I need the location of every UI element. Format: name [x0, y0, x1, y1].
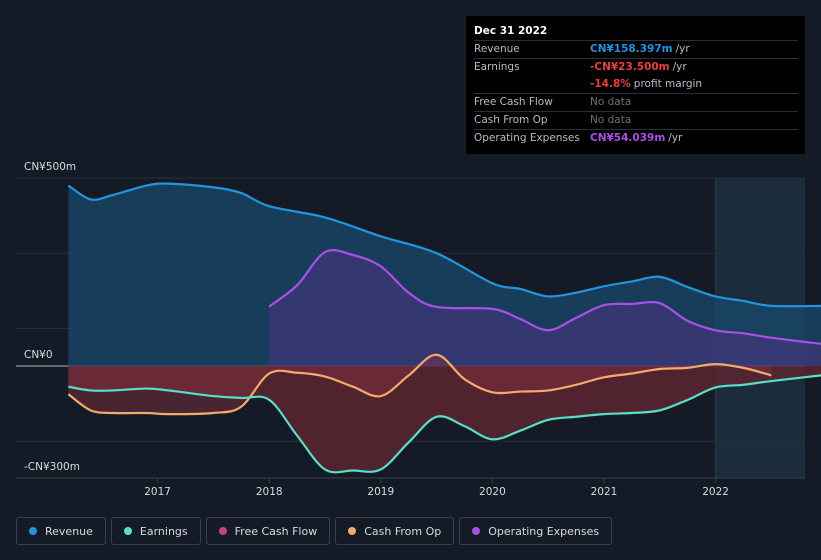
tooltip-label [474, 76, 590, 93]
chart-lines [67, 182, 821, 474]
free-cash-flow-area [68, 354, 772, 415]
tooltip-row-margin: -14.8% profit margin [474, 76, 798, 93]
x-tick-label: 2019 [367, 486, 394, 498]
data-tooltip: Dec 31 2022 Revenue CN¥158.397m /yr Earn… [466, 16, 805, 154]
legend-label: Earnings [139, 524, 188, 538]
earnings-area [68, 366, 821, 473]
tooltip-value: -CN¥23.500m [590, 61, 670, 73]
x-tick-label: 2017 [144, 486, 171, 498]
tooltip-label: Free Cash Flow [474, 96, 553, 108]
tooltip-unit: /yr [668, 132, 683, 144]
tooltip-label: Cash From Op [474, 114, 548, 126]
legend-item-earnings[interactable]: Earnings [110, 517, 201, 545]
tooltip-row-fcf: Free Cash Flow No data [474, 93, 798, 111]
y-label-top: CN¥500m [24, 161, 76, 173]
legend-item-free-cash-flow[interactable]: Free Cash Flow [205, 517, 331, 545]
tooltip-value: No data [590, 96, 632, 108]
tooltip-value: CN¥158.397m [590, 43, 673, 55]
legend-label: Revenue [45, 524, 93, 538]
tooltip-label: Revenue [474, 43, 520, 55]
legend-item-cash-from-op[interactable]: Cash From Op [335, 517, 455, 545]
cash-from-op-dot-icon [348, 527, 357, 535]
y-label-zero: CN¥0 [24, 349, 53, 361]
earnings-dot-icon [123, 527, 132, 535]
operating-expenses-dot-icon [472, 527, 481, 535]
chart-areas [68, 183, 821, 473]
legend-label: Cash From Op [364, 524, 442, 538]
tooltip-row-opex: Operating Expenses CN¥54.039m /yr [474, 129, 798, 147]
operating-expenses-line [268, 248, 821, 345]
tooltip-value: No data [590, 114, 632, 126]
cash-from-op-line [67, 353, 772, 416]
earnings-line [68, 374, 821, 474]
tooltip-label: Earnings [474, 61, 520, 73]
tooltip-row-earnings: Earnings -CN¥23.500m /yr [474, 58, 798, 76]
x-axis-ticks: 2017 2018 2019 2020 2021 2022 [144, 478, 729, 498]
legend-item-revenue[interactable]: Revenue [16, 517, 106, 545]
x-tick-label: 2020 [479, 486, 506, 498]
tooltip-unit: profit margin [633, 78, 703, 90]
tooltip-row-cfo: Cash From Op No data [474, 111, 798, 129]
revenue-dot-icon [29, 527, 37, 535]
legend-item-operating-expenses[interactable]: Operating Expenses [459, 517, 613, 545]
tooltip-row-revenue: Revenue CN¥158.397m /yr [474, 40, 798, 58]
x-tick-label: 2021 [591, 486, 618, 498]
y-label-bottom: -CN¥300m [24, 461, 80, 473]
tooltip-unit: /yr [675, 43, 690, 55]
tooltip-unit: /yr [672, 61, 687, 73]
revenue-line [67, 182, 821, 308]
operating-expenses-area [269, 250, 821, 366]
legend: Revenue Earnings Free Cash Flow Cash Fro… [16, 517, 613, 545]
legend-label: Operating Expenses [488, 524, 600, 538]
tooltip-label: Operating Expenses [474, 132, 580, 144]
tooltip-date: Dec 31 2022 [474, 25, 548, 37]
tooltip-value: -14.8% [590, 78, 631, 90]
x-tick-label: 2022 [702, 486, 729, 498]
x-tick-label: 2018 [256, 486, 283, 498]
tooltip-value: CN¥54.039m [590, 132, 666, 144]
legend-label: Free Cash Flow [234, 524, 318, 538]
free-cash-flow-dot-icon [218, 527, 227, 535]
